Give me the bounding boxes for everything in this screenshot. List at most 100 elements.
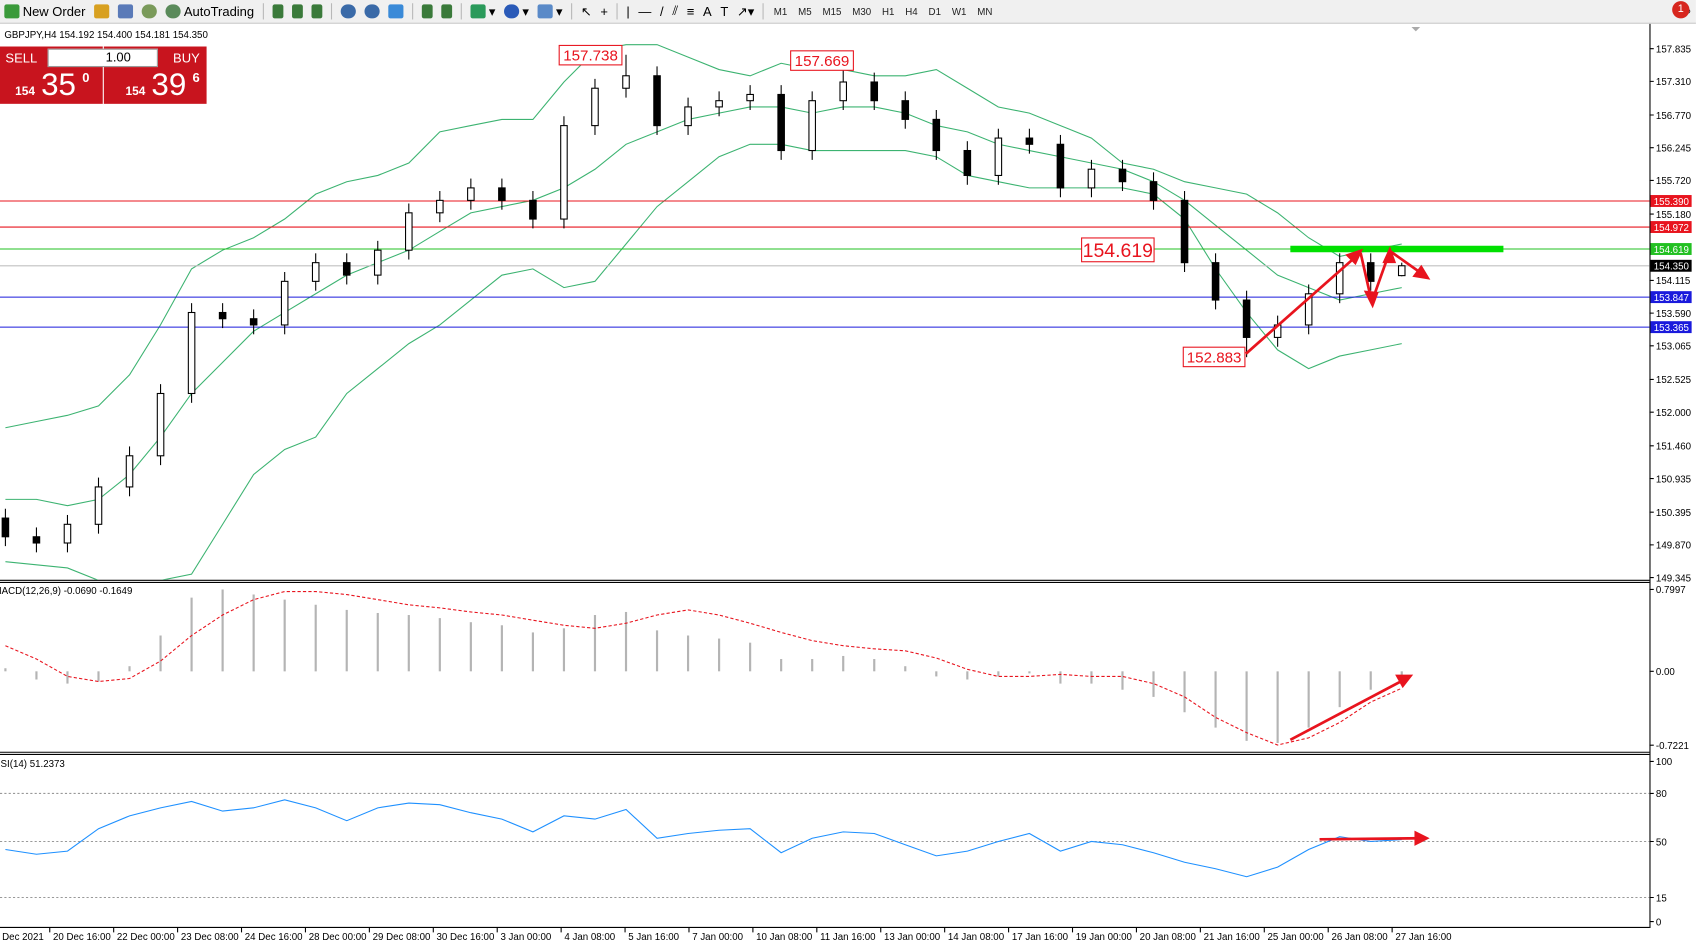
x-tick-label: 20 Jan 08:00 (1140, 932, 1197, 943)
arrowhead (1345, 248, 1364, 266)
vline-tool[interactable]: | (626, 3, 630, 19)
y-tick-label: 150.935 (1656, 474, 1691, 485)
y-tick-label: 149.345 (1656, 573, 1691, 584)
level-label: 153.365 (1654, 323, 1689, 334)
one-click-trading: SELL 154 35 0 BUY 154 39 6 1.00 (0, 46, 212, 104)
y-tick-label: 156.770 (1656, 111, 1692, 122)
toolbar: New Order AutoTrading ▾ ▾ ▾ ↖ + | — / ⫽ … (0, 0, 1696, 24)
candle-body (1118, 168, 1127, 183)
crosshair-tool[interactable]: + (600, 3, 608, 19)
candle-body (1242, 299, 1251, 338)
bollinger-middle (5, 106, 1402, 507)
candle-body (187, 311, 196, 395)
notification-badge[interactable]: 1 (1672, 1, 1690, 19)
y-tick-label: 0.00 (1656, 667, 1676, 678)
toolbar-icon[interactable] (268, 1, 287, 22)
label-tool[interactable]: T (720, 3, 729, 19)
bid-fraction: 0 (82, 70, 90, 86)
timeframe-button[interactable]: M5 (798, 5, 812, 17)
toolbar-icon[interactable] (307, 1, 326, 22)
cursor-tool[interactable]: ↖ (580, 3, 592, 19)
candle-body (249, 318, 258, 326)
timeframe-button[interactable]: MN (977, 5, 993, 17)
timeframe-button[interactable]: H4 (905, 5, 918, 17)
candle-body (808, 100, 816, 152)
new-order-button[interactable]: New Order (0, 1, 90, 22)
y-tick-label: 152.525 (1656, 375, 1691, 386)
chart-header: GBPJPY,H4 154.192 154.400 154.181 154.35… (4, 30, 208, 41)
periods-menu[interactable]: ▾ (500, 1, 534, 22)
y-tick-label: 0 (1656, 917, 1662, 928)
timeframe-button[interactable]: M15 (822, 5, 842, 17)
indicator-header: RSI(14) 51.2373 (0, 759, 65, 770)
x-tick-label: 26 Jan 08:00 (1331, 932, 1388, 943)
bollinger-lower (5, 143, 1402, 580)
fibo-tool[interactable]: ≡ (686, 3, 695, 19)
candle-body (1087, 168, 1096, 189)
macd-signal (5, 590, 1402, 746)
x-tick-label: 10 Jan 08:00 (756, 932, 813, 943)
candle-body (342, 262, 351, 276)
toolbar-icon[interactable] (90, 1, 114, 22)
volume-input[interactable]: 1.00 (47, 48, 158, 68)
channel-tool[interactable]: ⫽ (672, 3, 679, 19)
x-tick-label: Dec 2021 (2, 932, 44, 943)
timeframe-button[interactable]: M1 (773, 5, 788, 17)
ask-fraction: 6 (192, 70, 200, 86)
y-tick-label: 0.7997 (1656, 585, 1686, 596)
autotrading-button[interactable]: AutoTrading (161, 1, 258, 22)
y-tick-label: 15 (1656, 893, 1667, 904)
arrowhead (1395, 674, 1414, 689)
y-tick-label: 157.835 (1656, 44, 1691, 55)
x-tick-label: 25 Jan 00:00 (1268, 932, 1325, 943)
tile-windows[interactable] (384, 1, 408, 22)
level-label: 155.390 (1654, 197, 1690, 208)
y-tick-label: 153.065 (1656, 342, 1691, 353)
toolbar-icon[interactable] (417, 1, 436, 22)
toolbar-icon[interactable] (137, 1, 161, 22)
candle-body (125, 455, 134, 488)
timeframe-button[interactable]: D1 (928, 5, 942, 17)
timeframe-button[interactable]: M30 (852, 5, 872, 17)
level-label: 154.619 (1654, 245, 1689, 256)
candle-body (1335, 262, 1344, 295)
candle-body (560, 125, 568, 220)
x-tick-label: 30 Dec 16:00 (437, 932, 495, 943)
zoom-in[interactable] (336, 1, 360, 22)
candle-body (1304, 293, 1313, 326)
toolbar-icon[interactable] (114, 1, 138, 22)
text-tool[interactable]: A (703, 3, 712, 19)
timeframe-button[interactable]: W1 (951, 5, 967, 17)
y-tick-label: 149.870 (1656, 541, 1692, 552)
toolbar-icon[interactable] (288, 1, 307, 22)
x-tick-label: 14 Jan 08:00 (948, 932, 1005, 943)
candle-body (963, 149, 972, 176)
arrow (1245, 254, 1359, 355)
hline-tool[interactable]: — (638, 3, 652, 19)
price-annotation-box (1182, 346, 1246, 368)
level-label: 154.350 (1654, 262, 1690, 273)
chart-layer: GBPJPY,H4 154.192 154.400 154.181 154.35… (0, 30, 1692, 943)
candle-body (1025, 137, 1034, 145)
candle-body (1149, 181, 1158, 201)
y-tick-label: 50 (1656, 837, 1667, 848)
candle-body (373, 249, 382, 276)
toolbar-icon[interactable] (437, 1, 456, 22)
candle-body (994, 137, 1003, 176)
level-tag (1650, 195, 1692, 207)
templates-menu[interactable]: ▾ (533, 1, 567, 22)
y-tick-label: 152.000 (1656, 408, 1692, 419)
trendline-tool[interactable]: / (660, 3, 664, 19)
level-tag (1650, 243, 1692, 255)
buy-label: BUY (173, 50, 200, 66)
zoom-out[interactable] (360, 1, 384, 22)
indicators-menu[interactable]: ▾ (466, 1, 500, 22)
timeframe-button[interactable]: H1 (882, 5, 895, 17)
y-tick-label: 151.460 (1656, 442, 1692, 453)
arrowhead (1412, 264, 1431, 280)
y-tick-label: 150.395 (1656, 508, 1691, 519)
arrows-tool[interactable]: ↗▾ (736, 3, 755, 19)
ask-big: 154 (125, 85, 146, 99)
x-tick-label: 11 Jan 16:00 (820, 932, 876, 943)
